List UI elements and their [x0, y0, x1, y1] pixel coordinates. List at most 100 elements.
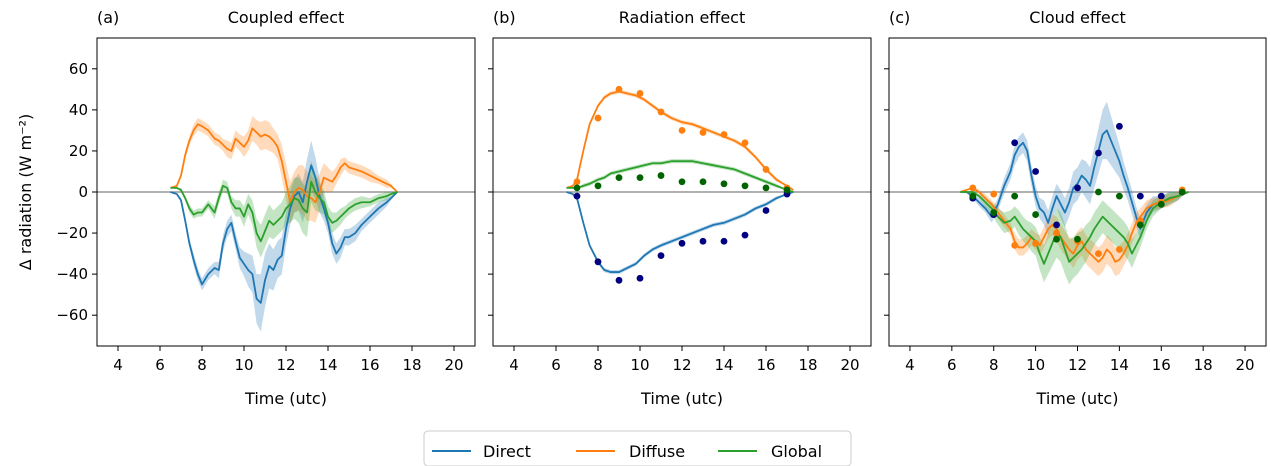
marker-global: [1053, 235, 1060, 243]
band-direct: [960, 101, 1189, 240]
x-tick-label: 8: [989, 356, 999, 374]
marker-direct: [615, 276, 623, 284]
series-line-global: [170, 180, 398, 243]
marker-diffuse: [1095, 250, 1102, 257]
series-line-diffuse: [170, 123, 398, 204]
series-line-global: [566, 160, 794, 193]
x-tick-label: 6: [155, 356, 165, 374]
marker-diffuse: [990, 190, 998, 198]
marker-direct: [699, 237, 707, 245]
x-axis-label: Time (utc): [640, 389, 723, 408]
panel-2: 4 6 8 10 12 14 16 18 20 (b) Radiation effect Time (…: [488, 8, 872, 408]
marker-direct: [1011, 139, 1019, 147]
x-tick-label: 16: [1152, 356, 1171, 374]
band-global: [170, 161, 398, 258]
x-axis-label: Time (utc): [244, 389, 327, 408]
marker-global: [573, 184, 581, 192]
marker-global: [678, 178, 686, 186]
x-tick-label: 4: [113, 356, 123, 374]
y-tick-label: 60: [69, 60, 88, 78]
marker-diffuse: [594, 114, 602, 122]
marker-diffuse: [741, 139, 749, 147]
legend: Direct Diffuse Global: [423, 430, 852, 466]
x-tick-label: 18: [402, 356, 421, 374]
legend-label-global: Global: [771, 442, 822, 461]
x-tick-label: 20: [840, 356, 859, 374]
x-tick-label: 14: [1110, 356, 1129, 374]
legend-label-diffuse: Diffuse: [629, 442, 685, 461]
marker-global: [1074, 235, 1081, 243]
x-tick-label: 12: [1068, 356, 1087, 374]
x-tick-label: 16: [756, 356, 775, 374]
marker-direct: [741, 231, 749, 239]
marker-global: [741, 182, 749, 190]
marker-diffuse: [615, 85, 623, 93]
x-tick-label: 12: [672, 356, 691, 374]
x-tick-label: 16: [360, 356, 379, 374]
x-tick-label: 6: [947, 356, 957, 374]
marker-direct: [1136, 192, 1144, 200]
panel-title: Radiation effect: [619, 8, 746, 27]
marker-global: [615, 174, 623, 182]
band-direct: [170, 140, 398, 332]
x-tick-label: 8: [197, 356, 207, 374]
panel-3: 4 6 8 10 12 14 16 18 20 (c) Cloud effect Time (utc): [884, 8, 1267, 408]
x-tick-label: 18: [798, 356, 817, 374]
marker-diffuse: [762, 166, 770, 173]
marker-diffuse: [678, 126, 686, 134]
band-direct: [566, 192, 794, 275]
x-axis-label: Time (utc): [1036, 389, 1119, 408]
panel-title: Coupled effect: [228, 8, 345, 27]
y-axis-label: Δ radiation (W m⁻²): [16, 114, 35, 270]
marker-global: [720, 180, 728, 188]
plot-area: [170, 116, 398, 332]
plot-area: [566, 85, 794, 284]
marker-diffuse: [969, 184, 977, 192]
x-tick-label: 10: [1026, 356, 1045, 374]
y-tick-label: −40: [56, 265, 88, 283]
y-tick-label: −60: [56, 306, 88, 324]
y-tick-label: 0: [78, 183, 88, 201]
marker-global: [1136, 221, 1144, 229]
band-global: [960, 189, 1189, 285]
marker-direct: [1157, 192, 1165, 200]
marker-direct: [573, 192, 581, 200]
marker-direct: [1032, 168, 1040, 175]
x-tick-label: 10: [234, 356, 253, 374]
marker-direct: [1053, 221, 1060, 229]
marker-global: [636, 174, 644, 182]
marker-global: [594, 182, 602, 190]
marker-direct: [594, 258, 602, 266]
marker-diffuse: [636, 90, 644, 97]
panel-title: Cloud effect: [1029, 8, 1126, 27]
x-tick-label: 14: [714, 356, 733, 374]
panel-1: 4 6 8 10 12 14 16 18 20 −60 −40 −20 0 20 40 60 (a) Couple…: [16, 8, 476, 408]
plot-area: [959, 101, 1189, 285]
marker-direct: [1115, 122, 1123, 130]
marker-diffuse: [1011, 241, 1019, 249]
marker-direct: [678, 239, 686, 247]
x-tick-label: 12: [276, 356, 295, 374]
series-line-global: [960, 191, 1189, 265]
series-line-diffuse: [566, 90, 794, 191]
y-tick-label: 20: [69, 142, 88, 160]
marker-global: [762, 184, 770, 192]
x-tick-label: 10: [630, 356, 649, 374]
y-tick-label: 40: [69, 101, 88, 119]
series-line-direct: [170, 164, 398, 304]
marker-global: [1032, 211, 1040, 218]
marker-global: [1095, 188, 1102, 196]
y-tick-label: −20: [56, 224, 88, 242]
band-diffuse: [566, 89, 794, 190]
x-tick-label: 4: [905, 356, 915, 374]
panels: 4 6 8 10 12 14 16 18 20 −60 −40 −20 0 20 40 60 (a) Couple…: [16, 8, 1267, 408]
marker-global: [657, 172, 665, 179]
x-tick-label: 6: [551, 356, 561, 374]
marker-diffuse: [699, 129, 707, 136]
marker-diffuse: [657, 108, 665, 116]
marker-diffuse: [1032, 239, 1040, 247]
marker-diffuse: [1115, 246, 1123, 253]
marker-global: [1157, 200, 1165, 208]
marker-direct: [636, 274, 644, 282]
